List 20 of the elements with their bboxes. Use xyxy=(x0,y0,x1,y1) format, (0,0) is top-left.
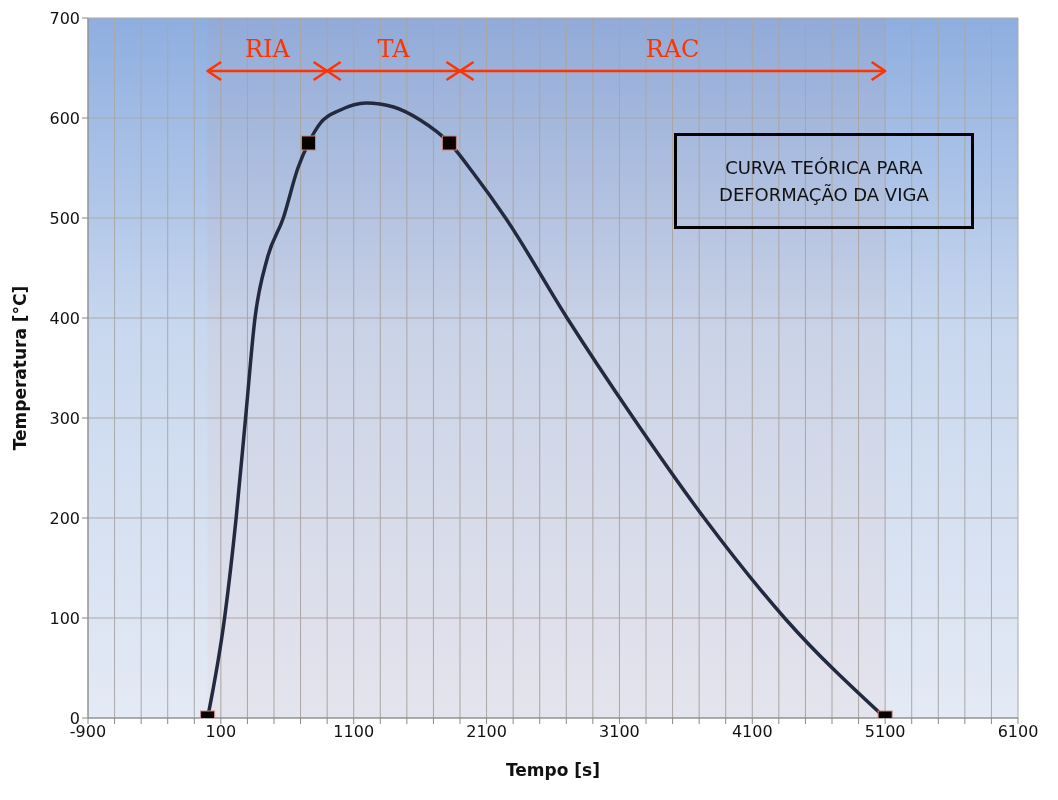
y-tick-label: 200 xyxy=(49,508,80,528)
x-tick-label: 3100 xyxy=(599,722,640,742)
x-tick-label: 2100 xyxy=(466,722,507,742)
x-tick-label: 4100 xyxy=(731,722,773,742)
y-tick-label: 300 xyxy=(49,408,80,428)
x-tick-label: 100 xyxy=(205,722,237,742)
y-tick-label: 700 xyxy=(49,8,80,28)
x-tick-label: 5100 xyxy=(864,722,906,742)
annotation: CURVA TEÓRICA PARA DEFORMAÇÃO DA VIGA xyxy=(719,157,929,205)
y-tick-label: 400 xyxy=(49,308,80,328)
band-label: RIA xyxy=(244,35,291,63)
y-tick-label: 500 xyxy=(49,208,80,228)
x-tick-label: 6100 xyxy=(997,722,1039,742)
x-axis-title: Tempo [s] xyxy=(505,760,601,780)
y-axis-title: Temperatura [°C] xyxy=(10,285,31,451)
band-label: RAC xyxy=(645,35,700,63)
x-tick-label: 1100 xyxy=(333,722,375,742)
y-tick-label: 600 xyxy=(49,108,80,128)
y-tick-label: 100 xyxy=(49,608,80,628)
band-label: TA xyxy=(377,35,411,63)
